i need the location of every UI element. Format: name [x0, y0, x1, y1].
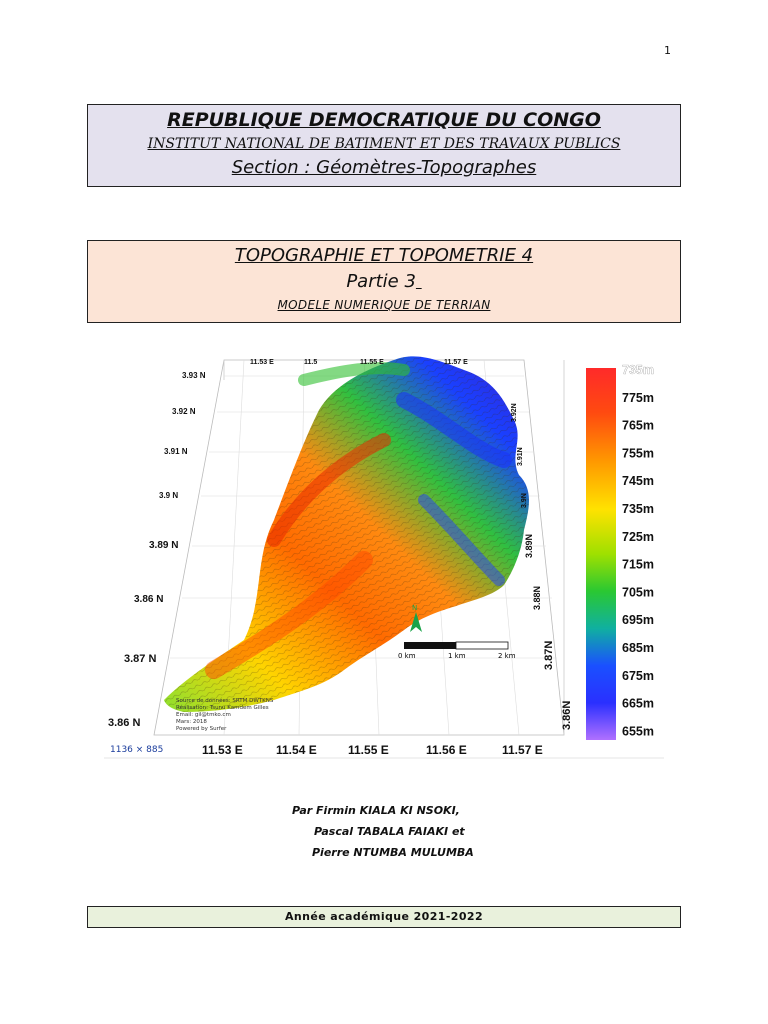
legend-labels: 735m 775m 765m 755m 745m 735m 725m 715m 705m 695m…: [622, 363, 654, 739]
country-title: REPUBLIQUE DEMOCRATIQUE DU CONGO: [167, 109, 601, 131]
legend-label: 745m: [622, 474, 654, 488]
course-box: TOPOGRAPHIE ET TOPOMETRIE 4 Partie 3 MOD…: [87, 240, 681, 323]
left-axis: 3.93 N 3.92 N 3.91 N 3.9 N 3.89 N 3.86 N 3.87 …: [108, 371, 206, 729]
dem-figure: N 0 km 1 km 2 km Source de données: SRTM…: [104, 340, 664, 760]
header-box: REPUBLIQUE DEMOCRATIQUE DU CONGO INSTITU…: [87, 104, 681, 187]
author-line: Par Firmin KIALA KI NSOKI,: [292, 804, 460, 817]
course-title: TOPOGRAPHIE ET TOPOMETRIE 4: [234, 245, 534, 266]
right-axis: 3.92N 3.91N 3.9N 3.89N 3.88N 3.87N 3.86N: [511, 403, 573, 730]
academic-year: Année académique 2021-2022: [87, 906, 681, 928]
bottom-axis-tick: 11.55 E: [348, 743, 389, 757]
legend-label: 705m: [622, 585, 654, 599]
bottom-axis-tick: 11.56 E: [426, 743, 467, 757]
legend-label: 735m: [622, 502, 654, 516]
legend-label: 775m: [622, 391, 654, 405]
right-axis-tick: 3.92N: [511, 403, 518, 422]
author-line: Pierre NTUMBA MULUMBA: [312, 846, 474, 859]
author-line: Pascal TABALA FAIAKI et: [314, 825, 465, 838]
north-arrow-icon: N: [410, 604, 422, 632]
bottom-axis-tick: 11.57 E: [502, 743, 543, 757]
top-axis: 11.53 E 11.5 11.55 E 11.57 E: [250, 359, 468, 366]
left-axis-tick: 3.86 N: [134, 594, 163, 605]
credit-line: Mars: 2018: [176, 719, 207, 725]
institute-name: INSTITUT NATIONAL DE BATIMENT ET DES TRA…: [147, 136, 621, 152]
scale-label-1: 1 km: [448, 652, 466, 660]
top-axis-tick: 11.57 E: [444, 359, 468, 366]
part-label: Partie 3: [346, 271, 416, 292]
terrain-contours: [164, 356, 529, 712]
terrain-map: N 0 km 1 km 2 km Source de données: SRTM…: [104, 356, 664, 759]
bottom-axis-tick: 11.54 E: [276, 743, 317, 757]
legend-label: 725m: [622, 530, 654, 544]
bottom-axis: 11.53 E 11.54 E 11.55 E 11.56 E 11.57 E: [202, 743, 543, 757]
terrain-surface: [164, 356, 529, 712]
legend-label: 755m: [622, 446, 654, 460]
credits-block: Source de données: SRTM DWTKNSRéalisatio…: [176, 697, 274, 732]
image-size-note: 1136 × 885: [110, 745, 163, 755]
course-part: Partie 3: [88, 271, 680, 292]
left-axis-tick: 3.89 N: [149, 540, 178, 551]
legend-label: 715m: [622, 558, 654, 572]
authors-block: Par Firmin KIALA KI NSOKI, Pascal TABALA…: [280, 800, 474, 863]
top-axis-tick: 11.5: [304, 359, 317, 366]
left-axis-tick: 3.87 N: [124, 653, 156, 665]
right-axis-tick: 3.86N: [561, 701, 573, 730]
credit-line: Source de données: SRTM DWTKNS: [176, 697, 274, 704]
legend-label: 695m: [622, 613, 654, 627]
scale-label-2: 2 km: [498, 652, 516, 660]
credit-line: Email: gil@tmko.cm: [176, 712, 231, 718]
left-axis-tick: 3.86 N: [108, 717, 140, 729]
legend-color-bar: [586, 368, 616, 740]
left-axis-tick: 3.93 N: [182, 371, 206, 380]
legend-label: 685m: [622, 641, 654, 655]
left-axis-tick: 3.9 N: [159, 491, 178, 500]
north-label: N: [412, 604, 417, 612]
left-axis-tick: 3.92 N: [172, 407, 196, 416]
scale-label-0: 0 km: [398, 652, 416, 660]
right-axis-tick: 3.9N: [521, 493, 528, 508]
right-axis-tick: 3.88N: [532, 586, 542, 610]
right-axis-tick: 3.91N: [517, 447, 524, 466]
part-underscore: [416, 271, 422, 292]
right-axis-tick: 3.89N: [524, 534, 534, 558]
legend-label: 765m: [622, 419, 654, 433]
top-axis-tick: 11.53 E: [250, 359, 274, 366]
bottom-axis-tick: 11.53 E: [202, 743, 243, 757]
page-number: 1: [664, 44, 671, 57]
credit-line: Réalisation: Tsunu Kamdem Gilles: [176, 704, 269, 711]
legend-label: 735m: [622, 363, 654, 377]
credit-line: Powered by Surfer: [176, 726, 227, 732]
legend-label: 655m: [622, 724, 654, 738]
legend-label: 665m: [622, 697, 654, 711]
scale-bar: 0 km 1 km 2 km: [398, 641, 516, 660]
section-name: Section : Géomètres-Topographes: [231, 157, 537, 178]
right-axis-tick: 3.87N: [543, 641, 555, 670]
legend-label: 675m: [622, 669, 654, 683]
left-axis-tick: 3.91 N: [164, 447, 188, 456]
top-axis-tick: 11.55 E: [360, 359, 384, 366]
course-subtitle: MODELE NUMERIQUE DE TERRIAN: [277, 298, 491, 312]
